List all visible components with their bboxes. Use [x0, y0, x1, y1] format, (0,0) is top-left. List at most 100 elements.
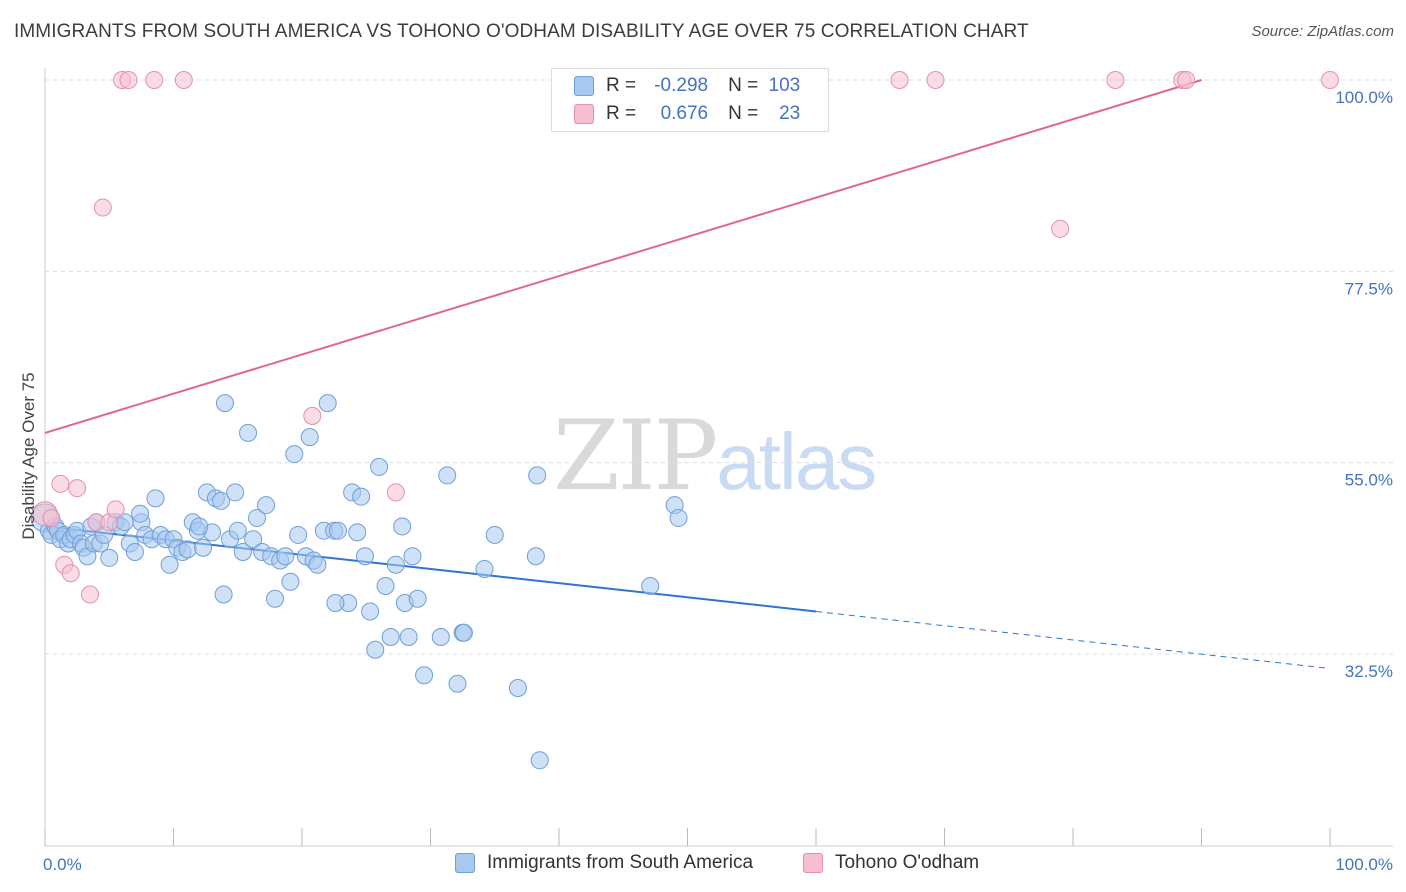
watermark: ZIPatlas	[553, 400, 877, 512]
series-immigrants-points	[30, 394, 688, 770]
data-point-tohono	[1051, 219, 1070, 238]
data-point-immigrants	[366, 640, 385, 659]
data-point-immigrants	[146, 489, 165, 508]
data-point-immigrants	[212, 491, 231, 510]
data-point-immigrants	[326, 593, 345, 612]
trend-line-immigrants-extension	[815, 610, 1331, 669]
data-point-immigrants	[308, 555, 327, 574]
legend-r-value: -0.298	[654, 75, 709, 96]
data-point-immigrants	[239, 423, 258, 442]
data-point-immigrants	[415, 666, 434, 685]
axes	[44, 68, 1393, 847]
data-point-immigrants	[348, 523, 367, 542]
data-point-immigrants	[226, 483, 245, 502]
data-point-immigrants	[178, 540, 197, 559]
stats-legend: R = -0.298 N = 103 R = 0.676 N = 23	[551, 68, 829, 132]
y-tick-label: 32.5%	[1345, 662, 1393, 681]
data-point-immigrants	[448, 674, 467, 693]
data-point-immigrants	[194, 538, 213, 557]
bottom-legend-immigrants: Immigrants from South America	[455, 852, 753, 874]
data-point-immigrants	[276, 547, 295, 566]
data-point-immigrants	[248, 508, 267, 527]
data-point-immigrants	[281, 572, 300, 591]
data-point-immigrants	[475, 559, 494, 578]
watermark-atlas: atlas	[716, 417, 877, 506]
x-tick-label: 100.0%	[1335, 855, 1393, 874]
x-tick-label: 0.0%	[43, 855, 82, 874]
legend-swatch-pink	[574, 104, 594, 124]
data-point-immigrants	[100, 548, 119, 567]
data-point-immigrants	[233, 542, 252, 561]
legend-r-label: R =	[606, 75, 637, 96]
trend-line-tohono	[44, 79, 1202, 434]
data-point-immigrants	[361, 602, 380, 621]
data-point-immigrants	[403, 547, 422, 566]
data-point-tohono	[61, 564, 80, 583]
legend-n-value: 103	[768, 75, 801, 96]
data-point-tohono	[42, 508, 61, 527]
data-point-immigrants	[370, 457, 389, 476]
data-point-tohono	[51, 474, 70, 493]
data-point-immigrants	[431, 627, 450, 646]
source-label: Source: ZipAtlas.com	[1251, 23, 1394, 40]
legend-r-value: 0.676	[660, 103, 709, 124]
y-tick-label: 77.5%	[1345, 279, 1393, 298]
data-point-immigrants	[454, 623, 473, 642]
data-point-immigrants	[508, 679, 527, 698]
data-point-tohono	[106, 500, 125, 519]
data-point-immigrants	[300, 428, 319, 447]
data-point-immigrants	[318, 394, 337, 413]
data-point-tohono	[68, 479, 87, 498]
data-point-immigrants	[641, 576, 660, 595]
bottom-legend-swatch-pink	[803, 853, 823, 873]
legend-swatch-blue	[574, 76, 594, 96]
data-point-tohono	[890, 71, 909, 89]
legend-row-immigrants: R = -0.298 N = 103	[574, 73, 800, 99]
series-tohono-points	[32, 71, 1339, 604]
data-point-immigrants	[528, 466, 547, 485]
data-point-immigrants	[381, 627, 400, 646]
data-point-immigrants	[530, 751, 549, 770]
data-point-tohono	[145, 71, 164, 89]
data-point-immigrants	[669, 508, 688, 527]
data-point-immigrants	[352, 487, 371, 506]
bottom-legend-label: Immigrants from South America	[487, 852, 754, 873]
legend-n-value: 23	[779, 103, 801, 124]
data-point-immigrants	[526, 547, 545, 566]
legend-row-tohono: R = 0.676 N = 23	[574, 101, 800, 127]
data-point-tohono	[386, 483, 405, 502]
y-axis-title: Disability Age Over 75	[19, 372, 38, 539]
data-point-immigrants	[190, 517, 209, 536]
data-point-immigrants	[214, 585, 233, 604]
axis-labels: 32.5% 55.0% 77.5% 100.0% 0.0% 100.0% Disabilit…	[19, 88, 1393, 874]
data-point-immigrants	[408, 589, 427, 608]
data-point-tohono	[303, 406, 322, 425]
y-tick-label: 100.0%	[1335, 88, 1393, 107]
data-point-immigrants	[160, 555, 179, 574]
data-point-immigrants	[131, 504, 150, 523]
data-point-tohono	[174, 71, 193, 89]
data-point-immigrants	[244, 530, 263, 549]
data-point-tohono	[80, 585, 99, 604]
bottom-legend-label: Tohono O'odham	[835, 852, 980, 873]
data-point-immigrants	[438, 466, 457, 485]
data-point-tohono	[119, 71, 138, 89]
data-point-immigrants	[289, 525, 308, 544]
bottom-legend-tohono: Tohono O'odham	[803, 852, 979, 874]
data-point-tohono	[926, 71, 945, 89]
data-point-immigrants	[125, 542, 144, 561]
data-point-immigrants	[285, 445, 304, 464]
trend-lines	[44, 79, 1331, 669]
legend-n-label: N =	[728, 103, 759, 124]
data-point-tohono	[1106, 71, 1125, 89]
data-point-immigrants	[215, 394, 234, 413]
bottom-legend-swatch-blue	[455, 853, 475, 873]
grid-lines	[45, 79, 1393, 655]
data-point-immigrants	[328, 521, 347, 540]
data-point-immigrants	[266, 589, 285, 608]
data-point-tohono	[93, 198, 112, 217]
data-point-immigrants	[386, 555, 405, 574]
legend-r-label: R =	[606, 103, 637, 124]
data-point-immigrants	[485, 525, 504, 544]
